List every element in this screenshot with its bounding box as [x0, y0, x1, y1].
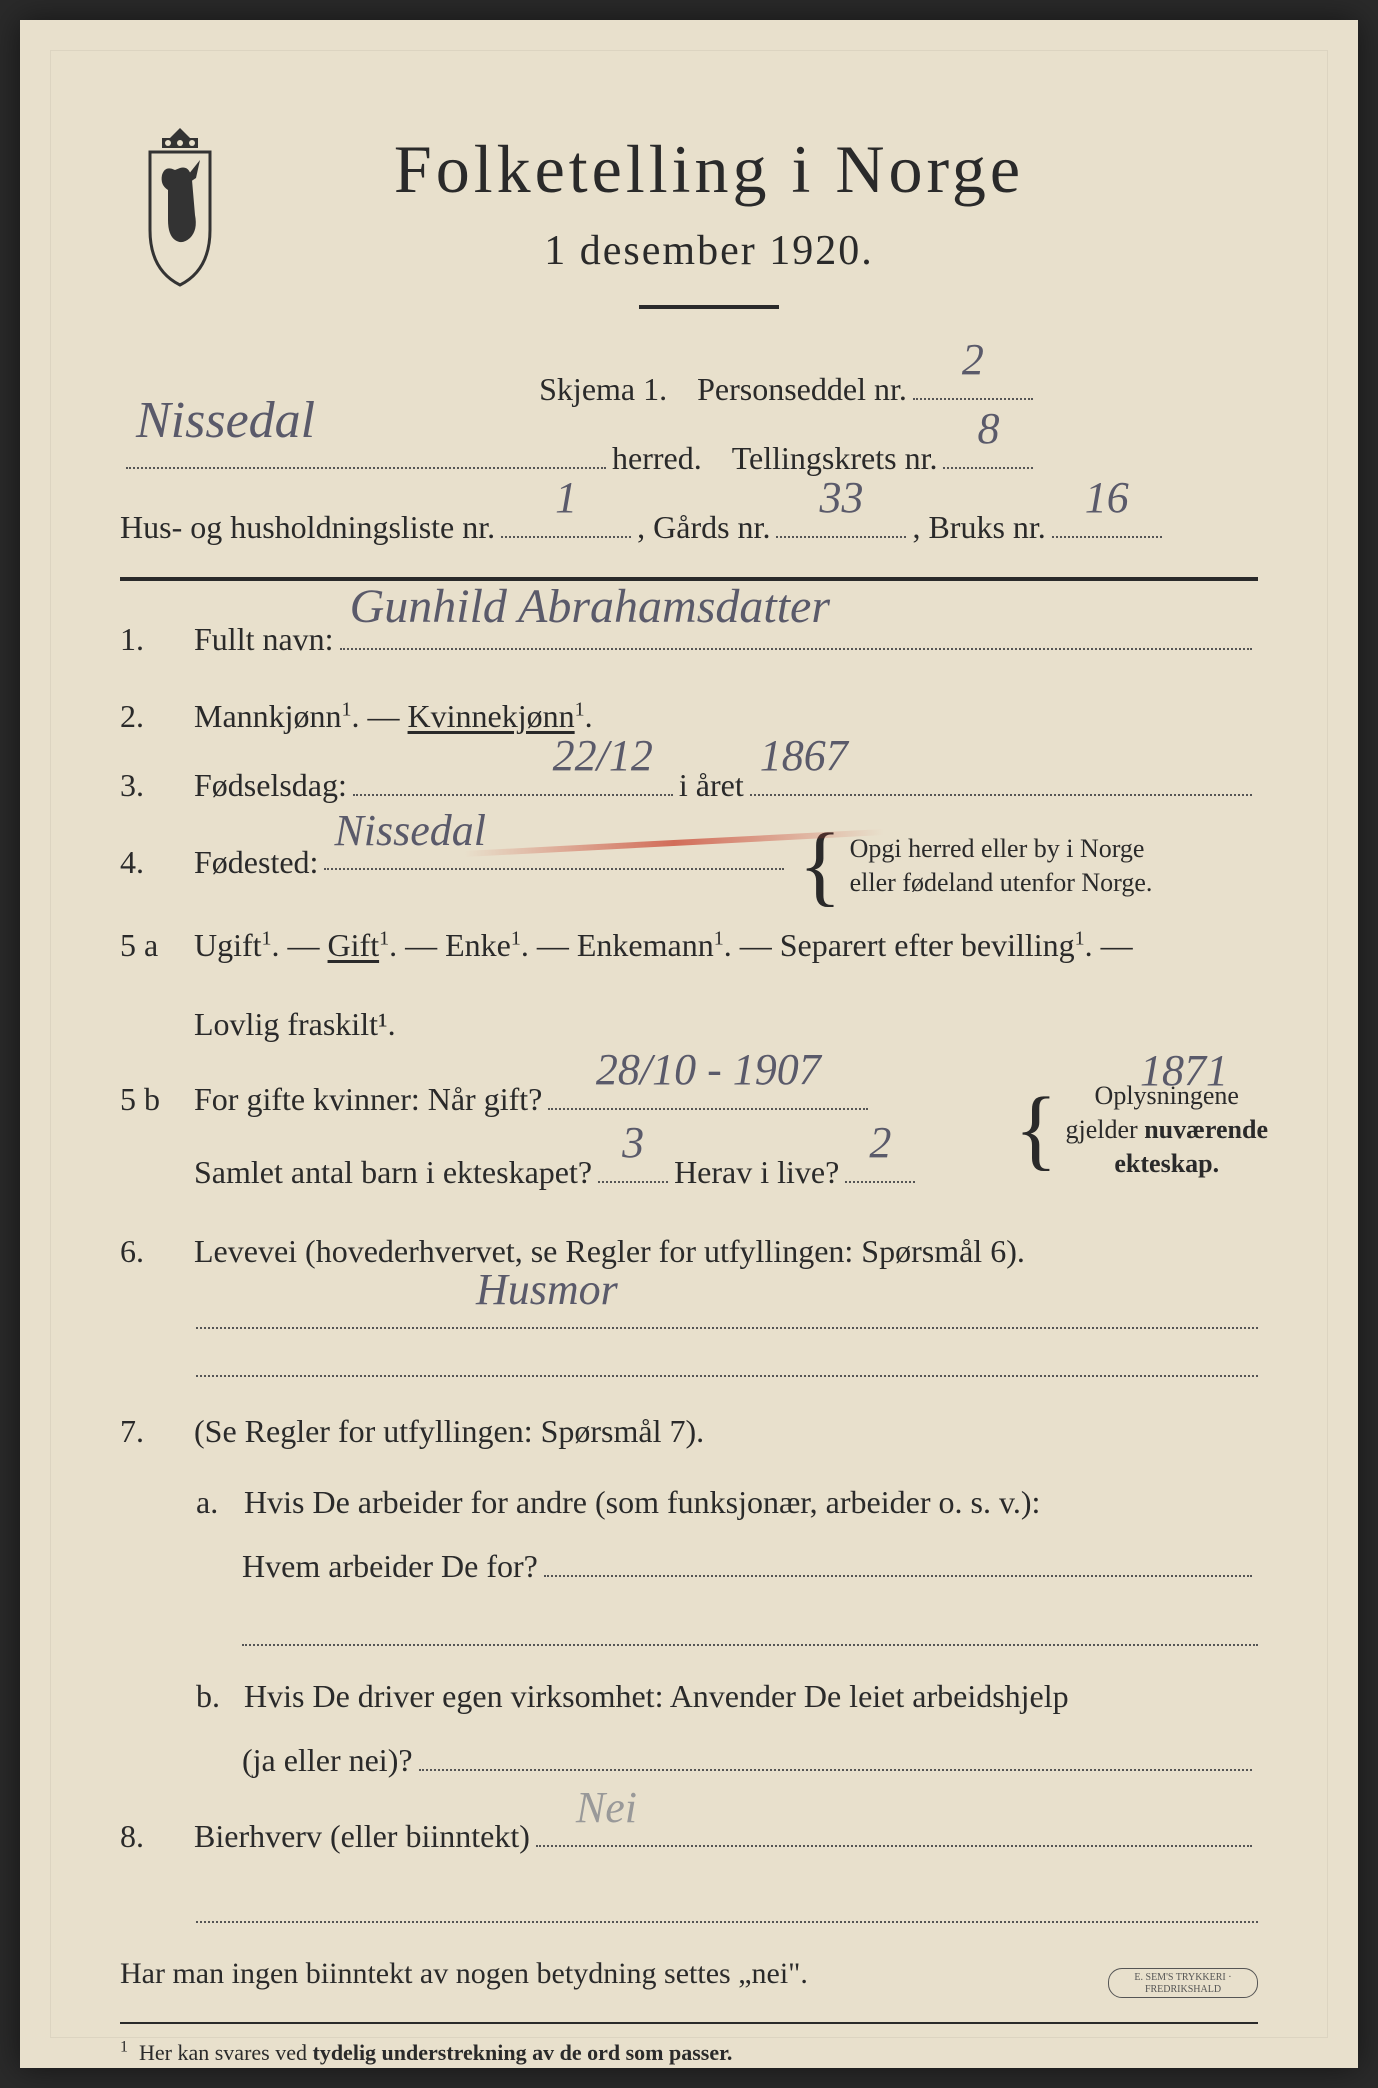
q4-value: Nissedal: [334, 789, 486, 873]
bruks-label: , Bruks nr.: [912, 497, 1045, 558]
q4: 4. Fødested: Nissedal { Opgi herred elle…: [120, 832, 1258, 908]
skjema-label: Skjema 1.: [539, 359, 667, 420]
footnote-rule: [120, 2022, 1258, 2024]
q5b-herav-label: Herav i live?: [674, 1142, 839, 1203]
q8-num: 8.: [120, 1806, 180, 1867]
q6-value: Husmor: [476, 1248, 618, 1332]
brace-icon: {: [798, 839, 841, 893]
personseddel-label: Personseddel nr.: [697, 359, 907, 420]
q7b-text2: (ja eller nei)?: [242, 1728, 413, 1792]
q7a: a. Hvis De arbeider for andre (som funks…: [196, 1470, 1258, 1534]
coat-of-arms-icon: [120, 120, 240, 290]
q7b: b. Hvis De driver egen virksomhet: Anven…: [196, 1664, 1258, 1728]
q1-num: 1.: [120, 609, 180, 670]
q3-day: 22/12: [553, 714, 653, 798]
q5a-num: 5 a: [120, 915, 180, 976]
q7a-text2: Hvem arbeider De for?: [242, 1534, 538, 1598]
footnote: 1 Her kan svares ved tydelig understrekn…: [120, 2032, 1258, 2074]
printer-mark: E. SEM'S TRYKKERI · FREDRIKSHALD: [1108, 1968, 1258, 1998]
husliste-label: Hus- og husholdningsliste nr.: [120, 497, 495, 558]
q1-label: Fullt navn:: [194, 609, 334, 670]
bruks-value: 16: [1085, 456, 1129, 540]
q3-iaret: i året: [679, 755, 744, 816]
q3-label: Fødselsdag:: [194, 755, 347, 816]
q5b-nargift: 28/10 - 1907: [596, 1028, 821, 1112]
q7: 7. (Se Regler for utfyllingen: Spørsmål …: [120, 1401, 1258, 1462]
q2-num: 2.: [120, 686, 180, 747]
q8-label: Bierhverv (eller biinntekt): [194, 1806, 530, 1867]
q2-mann: Mannkjønn: [194, 698, 342, 734]
q7a-blank: [242, 1606, 1258, 1646]
q8-blank: [196, 1883, 1258, 1923]
q8: 8. Bierhverv (eller biinntekt) Nei: [120, 1806, 1258, 1875]
q1: 1. Fullt navn: Gunhild Abrahamsdatter: [120, 609, 1258, 678]
q4-num: 4.: [120, 832, 180, 893]
q6-answer-line: Husmor: [196, 1289, 1258, 1329]
q7a-line2: Hvem arbeider De for?: [196, 1534, 1258, 1598]
q7a-label: a.: [196, 1470, 236, 1534]
footer-note: Har man ingen biinntekt av nogen betydni…: [120, 1945, 1258, 2002]
form-body: Skjema 1. Personseddel nr. 2 Nissedal he…: [120, 359, 1258, 2074]
q4-label: Fødested:: [194, 832, 318, 893]
husliste-value: 1: [555, 456, 577, 540]
q2-kvinne: Kvinnekjønn: [408, 698, 575, 734]
subtitle: 1 desember 1920.: [280, 227, 1138, 275]
q7-num: 7.: [120, 1401, 180, 1462]
q6-label: Levevei (hovederhvervet, se Regler for u…: [194, 1221, 1258, 1282]
q3-year: 1867: [760, 714, 848, 798]
main-title: Folketelling i Norge: [280, 130, 1138, 209]
q7b-label: b.: [196, 1664, 236, 1728]
q5b-barn-label: Samlet antal barn i ekteskapet?: [194, 1142, 592, 1203]
q5b-barn: 3: [622, 1101, 644, 1185]
q2: 2. Mannkjønn1. — Kvinnekjønn1.: [120, 686, 1258, 747]
q8-value: Nei: [576, 1766, 637, 1850]
census-form-page: Folketelling i Norge 1 desember 1920. Sk…: [20, 20, 1358, 2068]
header: Folketelling i Norge 1 desember 1920.: [120, 110, 1258, 349]
q3: 3. Fødselsdag: 22/12 i året 1867: [120, 755, 1258, 824]
q7b-line2: (ja eller nei)?: [196, 1728, 1258, 1792]
title-rule: [639, 305, 779, 309]
q5b: 1871 5 b For gifte kvinner: Når gift? 28…: [120, 1069, 1258, 1211]
q5b-label: For gifte kvinner: Når gift?: [194, 1069, 542, 1130]
q5b-num: 5 b: [120, 1069, 180, 1130]
hus-line: Hus- og husholdningsliste nr. 1 , Gårds …: [120, 497, 1258, 558]
q7-label: (Se Regler for utfyllingen: Spørsmål 7).: [194, 1401, 1258, 1462]
tellingskrets-value: 8: [977, 387, 999, 471]
herred-label: herred.: [612, 428, 702, 489]
q6-blank-line: [196, 1337, 1258, 1377]
title-block: Folketelling i Norge 1 desember 1920.: [280, 110, 1258, 349]
q1-value: Gunhild Abrahamsdatter: [350, 561, 830, 652]
q6: 6. Levevei (hovederhvervet, se Regler fo…: [120, 1221, 1258, 1282]
q6-num: 6.: [120, 1221, 180, 1282]
q4-note: Opgi herred eller by i Norge eller fødel…: [850, 832, 1153, 900]
q7b-text1: Hvis De driver egen virksomhet: Anvender…: [244, 1678, 1069, 1714]
gards-label: , Gårds nr.: [637, 497, 770, 558]
q7a-text1: Hvis De arbeider for andre (som funksjon…: [244, 1484, 1040, 1520]
gards-value: 33: [819, 456, 863, 540]
q5b-herav: 2: [869, 1101, 891, 1185]
q3-num: 3.: [120, 755, 180, 816]
herred-value: Nissedal: [136, 372, 315, 471]
